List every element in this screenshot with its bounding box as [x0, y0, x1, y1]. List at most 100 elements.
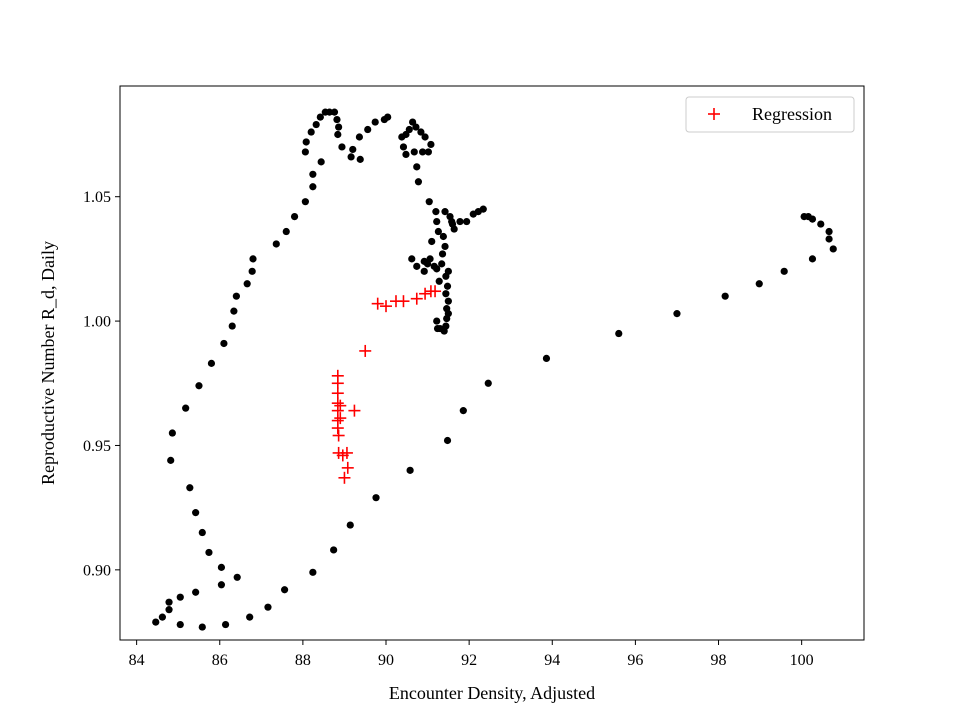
regression-point: [348, 404, 361, 417]
data-point: [290, 213, 299, 221]
data-point: [425, 198, 433, 206]
data-point: [198, 528, 206, 537]
data-point: [301, 148, 309, 156]
data-point: [800, 213, 808, 221]
data-point: [316, 113, 324, 121]
plot-frame: [119, 85, 865, 641]
data-point: [165, 598, 173, 606]
data-point: [459, 407, 467, 415]
regression-point: [332, 429, 345, 442]
regression-point: [410, 292, 423, 305]
data-point: [421, 133, 429, 141]
data-point: [364, 125, 372, 134]
regression-point: [334, 412, 347, 425]
x-tick-label: 96: [627, 652, 643, 669]
data-point: [673, 310, 681, 318]
data-point: [335, 123, 343, 131]
data-point: [420, 267, 428, 275]
regression-point: [338, 471, 351, 484]
legend-marker-plus: [708, 108, 720, 120]
data-point: [307, 128, 315, 136]
data-point: [330, 108, 339, 116]
data-point: [372, 494, 380, 502]
regression-point: [429, 285, 442, 298]
data-point: [217, 581, 226, 589]
legend-plus-icon: [708, 108, 720, 120]
regression-point: [331, 422, 344, 435]
data-point: [220, 339, 228, 348]
data-point: [207, 359, 216, 367]
data-point: [443, 282, 452, 290]
regression-point: [334, 399, 347, 412]
data-point: [347, 153, 355, 161]
data-point: [436, 324, 444, 333]
data-point: [248, 267, 256, 275]
data-point: [158, 613, 166, 621]
data-point: [195, 382, 203, 390]
data-point: [233, 573, 241, 581]
data-point: [542, 354, 551, 362]
data-point: [414, 178, 423, 186]
data-point: [165, 606, 173, 614]
data-point: [280, 586, 289, 594]
x-tick-label: 84: [129, 652, 145, 669]
data-point: [427, 140, 435, 149]
data-point: [312, 120, 320, 129]
data-point: [441, 208, 449, 216]
data-point: [399, 143, 408, 151]
x-tick-label: 88: [295, 652, 311, 669]
data-point: [221, 620, 230, 629]
data-point: [356, 155, 364, 163]
data-point: [330, 546, 338, 554]
data-point: [309, 170, 317, 178]
data-point: [182, 404, 190, 412]
legend: Regression: [685, 96, 855, 133]
data-point: [410, 148, 418, 156]
data-point: [334, 130, 342, 139]
data-point: [317, 158, 325, 166]
data-point: [349, 145, 357, 154]
data-point: [249, 255, 257, 263]
data-point: [444, 297, 452, 305]
regression-point: [340, 446, 353, 459]
regression-point: [380, 300, 393, 313]
legend-label-regression: Regression: [752, 104, 832, 124]
data-point: [413, 163, 421, 171]
x-tick-label: 98: [711, 652, 727, 669]
data-point: [176, 593, 184, 601]
data-point: [439, 232, 447, 241]
data-point: [192, 509, 200, 517]
series-observations: [152, 108, 837, 631]
y-axis-title: Reproductive Number R_d, Daily: [38, 241, 58, 485]
data-point: [405, 125, 413, 134]
data-point: [432, 208, 440, 216]
data-point: [424, 148, 433, 156]
data-point: [325, 108, 334, 116]
data-point: [168, 429, 176, 437]
y-axis: 0.90 0.95 1.00 1.05: [83, 189, 120, 579]
data-point: [721, 292, 729, 300]
y-tick-label: 0.95: [83, 438, 111, 455]
data-point: [443, 436, 452, 445]
data-point: [444, 267, 452, 275]
data-point: [338, 143, 346, 151]
data-point: [217, 563, 226, 571]
data-point: [272, 240, 280, 248]
data-point: [230, 307, 238, 315]
data-point: [417, 128, 425, 136]
data-point: [430, 262, 438, 270]
data-point: [346, 521, 354, 529]
data-point: [228, 322, 236, 330]
data-point: [780, 267, 788, 275]
data-point: [152, 618, 160, 626]
data-point: [406, 466, 414, 474]
data-point: [443, 314, 451, 323]
data-point: [825, 227, 833, 236]
y-tick-label: 1.00: [83, 314, 111, 331]
data-point: [438, 250, 447, 258]
data-point: [412, 123, 420, 131]
data-point: [243, 280, 251, 288]
data-point: [384, 113, 392, 121]
data-point: [301, 198, 309, 206]
x-tick-label: 90: [378, 652, 394, 669]
